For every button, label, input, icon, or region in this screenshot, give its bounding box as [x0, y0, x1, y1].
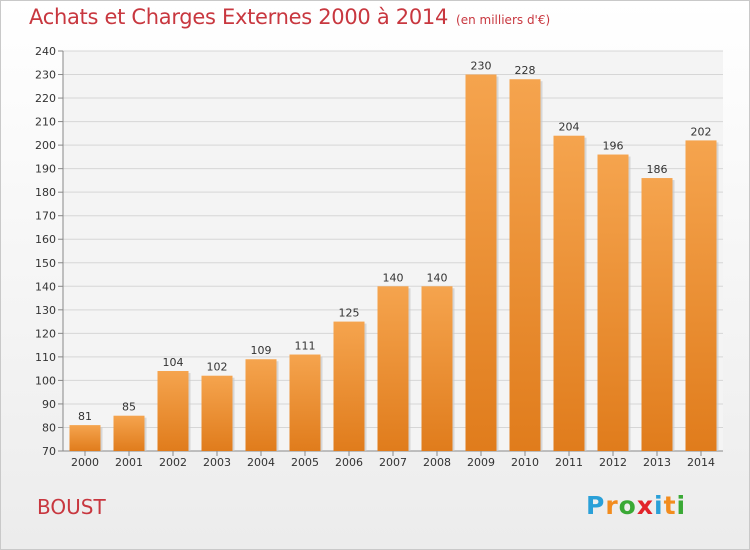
bar [289, 354, 321, 451]
bar [157, 371, 189, 451]
x-tick-label: 2001 [115, 456, 143, 469]
x-tick-label: 2006 [335, 456, 363, 469]
bar-value-label: 230 [471, 60, 492, 73]
bar-value-label: 102 [207, 361, 228, 374]
bar [333, 321, 365, 451]
y-tick-label: 70 [42, 445, 56, 458]
x-tick-label: 2010 [511, 456, 539, 469]
y-tick-label: 140 [35, 280, 56, 293]
y-tick-label: 100 [35, 374, 56, 387]
bar-value-label: 204 [559, 121, 580, 134]
logo-letter: t [663, 491, 677, 520]
bar-value-label: 104 [163, 356, 184, 369]
bar [465, 74, 497, 451]
bar [377, 286, 409, 451]
bar-value-label: 140 [383, 271, 404, 284]
logo-letter: P [586, 491, 606, 520]
bar-value-label: 196 [603, 140, 624, 153]
chart-title: Achats et Charges Externes 2000 à 2014 (e… [29, 5, 551, 29]
logo-letter: i [654, 491, 664, 520]
x-tick-label: 2013 [643, 456, 671, 469]
bar-value-label: 81 [78, 410, 92, 423]
proxiti-logo[interactable]: Proxiti [586, 491, 686, 520]
bar-value-label: 140 [427, 271, 448, 284]
y-tick-label: 190 [35, 163, 56, 176]
bar [685, 140, 717, 452]
y-tick-label: 170 [35, 210, 56, 223]
y-tick-label: 90 [42, 398, 56, 411]
bar-value-label: 125 [339, 307, 360, 320]
logo-letter: x [636, 491, 654, 520]
x-tick-label: 2012 [599, 456, 627, 469]
y-tick-label: 230 [35, 69, 56, 82]
bar-value-label: 228 [515, 64, 536, 77]
y-tick-label: 160 [35, 233, 56, 246]
x-tick-label: 2014 [687, 456, 715, 469]
x-tick-label: 2002 [159, 456, 187, 469]
x-tick-label: 2005 [291, 456, 319, 469]
y-tick-label: 150 [35, 257, 56, 270]
bar [421, 286, 453, 451]
x-tick-label: 2011 [555, 456, 583, 469]
x-tick-label: 2000 [71, 456, 99, 469]
bar [69, 425, 101, 451]
y-tick-label: 80 [42, 421, 56, 434]
logo-letter: r [605, 491, 619, 520]
x-tick-label: 2009 [467, 456, 495, 469]
bar [509, 79, 541, 451]
bar [245, 359, 277, 451]
bar-value-label: 109 [251, 344, 272, 357]
x-tick-label: 2008 [423, 456, 451, 469]
y-tick-label: 180 [35, 186, 56, 199]
x-tick-label: 2004 [247, 456, 275, 469]
bar [641, 178, 673, 451]
bar-value-label: 202 [691, 125, 712, 138]
logo-letter: o [618, 491, 637, 520]
y-tick-label: 210 [35, 116, 56, 129]
bar [553, 135, 585, 452]
y-tick-label: 130 [35, 304, 56, 317]
chart-subtitle: (en milliers d'€) [456, 13, 551, 27]
bar-value-label: 85 [122, 401, 136, 414]
y-tick-label: 200 [35, 139, 56, 152]
y-tick-label: 240 [35, 45, 56, 58]
labels: 7080901001101201301401501601701801902002… [35, 45, 715, 469]
y-tick-label: 220 [35, 92, 56, 105]
y-tick-label: 120 [35, 327, 56, 340]
bars [69, 74, 719, 452]
x-tick-label: 2007 [379, 456, 407, 469]
logo-letter: i [676, 491, 687, 520]
bar-value-label: 186 [647, 163, 668, 176]
x-tick-label: 2003 [203, 456, 231, 469]
bar [113, 415, 145, 451]
bar-value-label: 111 [295, 340, 316, 353]
bar [201, 375, 233, 451]
bar [597, 154, 629, 451]
y-tick-label: 110 [35, 351, 56, 364]
commune-name: BOUST [37, 495, 106, 519]
